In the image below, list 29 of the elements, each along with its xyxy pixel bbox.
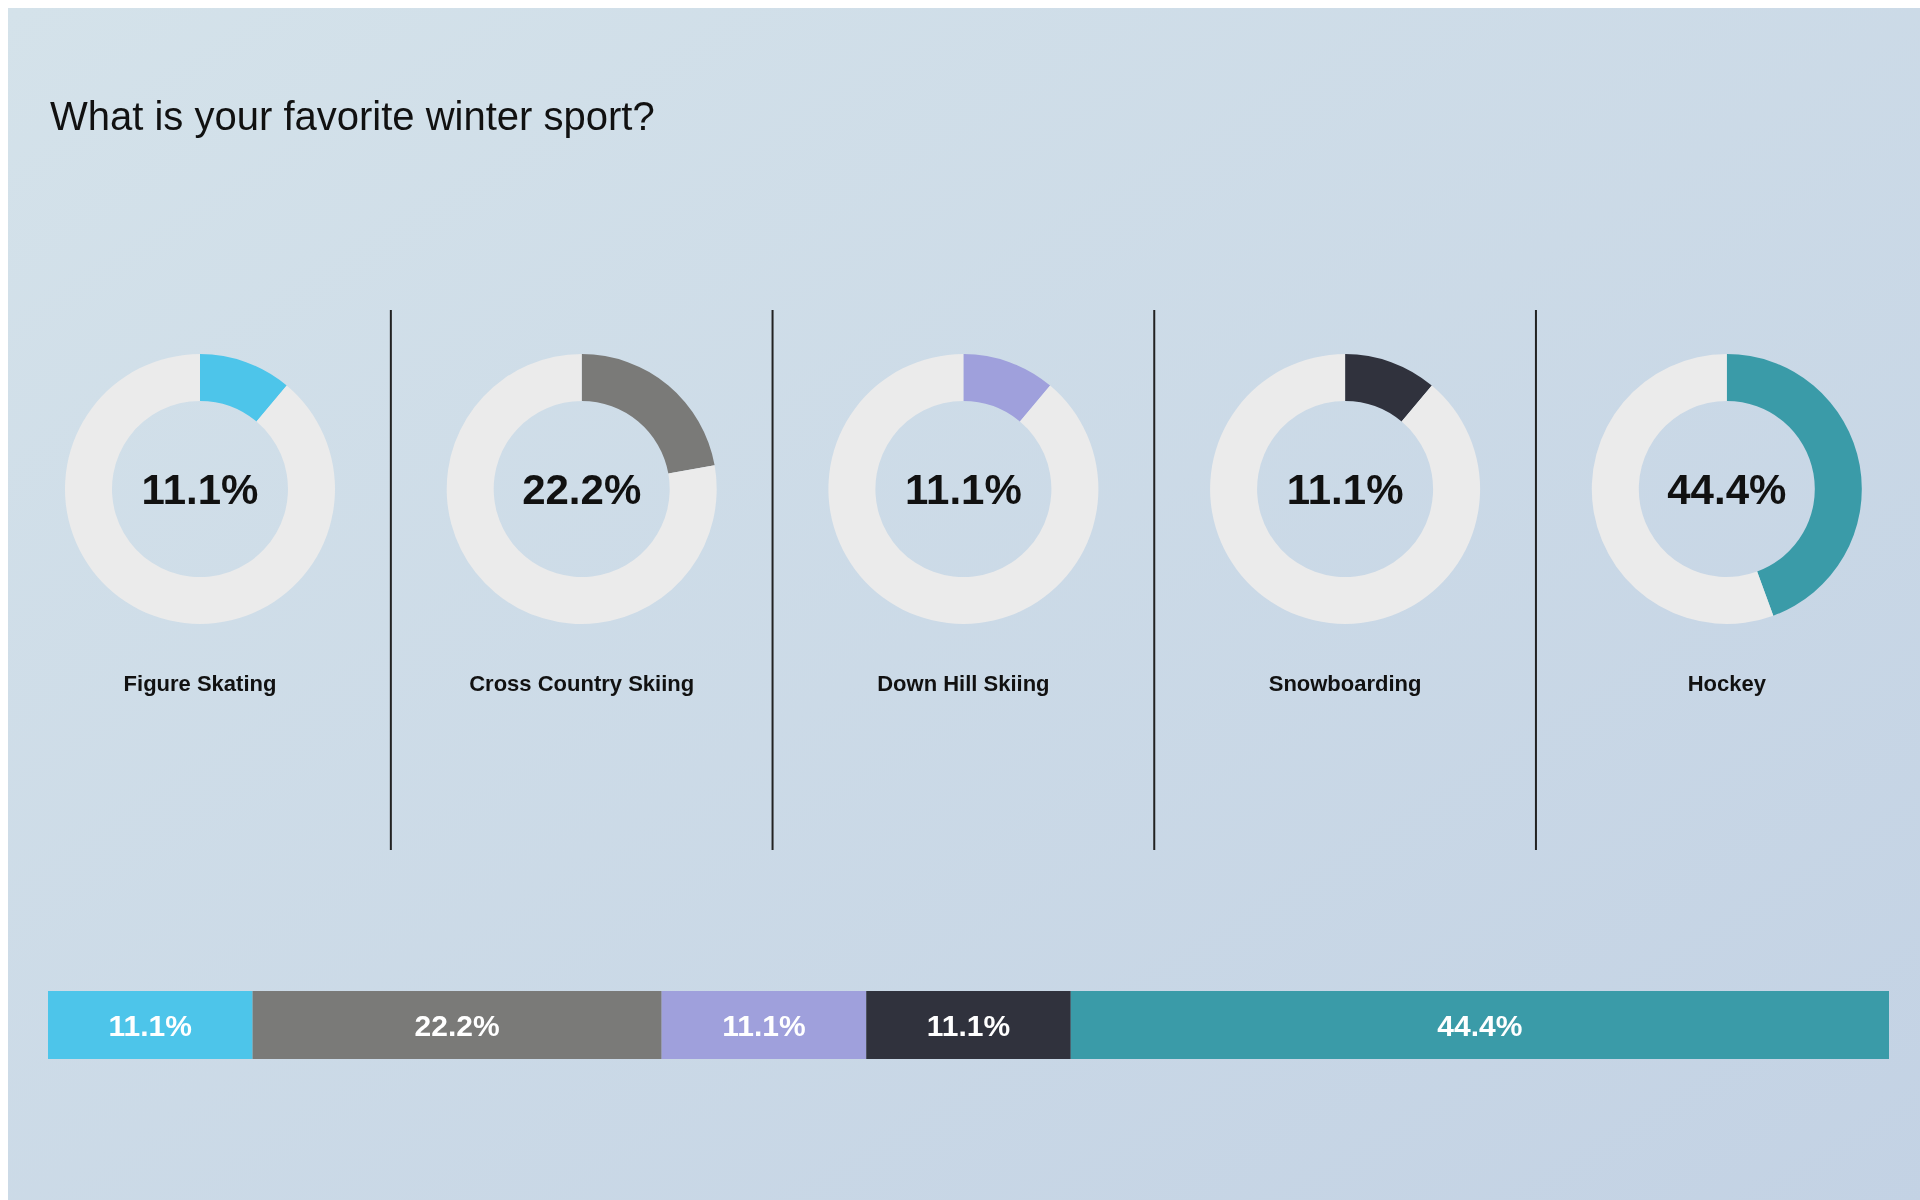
text: 22.2%	[522, 466, 642, 513]
data-label: 11.1%	[108, 1009, 192, 1042]
donut-slice	[200, 354, 287, 422]
chart-title: What is your favorite winter sport?	[50, 94, 655, 138]
bar	[866, 991, 1071, 1059]
donut-slice	[1345, 354, 1432, 422]
donut-slice	[65, 354, 335, 624]
bar	[252, 991, 662, 1059]
text: 11.1%	[905, 466, 1022, 513]
donut-slice	[963, 354, 1051, 422]
donut-slice	[446, 354, 717, 624]
data-label: 11.1%	[722, 1009, 806, 1042]
text: Cross Country Skiing	[469, 671, 695, 696]
data-label: 11.1%	[926, 1009, 1011, 1042]
donut-slice	[1210, 354, 1481, 624]
bar	[48, 991, 253, 1059]
text: 44.4%	[1667, 466, 1787, 513]
data-label: 44.4%	[1437, 1009, 1523, 1042]
text: Snowboarding	[1268, 671, 1422, 696]
bar	[661, 991, 867, 1059]
donut-slice	[581, 354, 715, 474]
text: Figure Skating	[123, 671, 277, 696]
text: Down Hill Skiing	[877, 671, 1050, 696]
donut-slice	[828, 354, 1099, 624]
bar	[1070, 991, 1889, 1059]
text: 11.1%	[1286, 466, 1404, 513]
text: 11.1%	[141, 466, 259, 513]
text: Hockey	[1687, 671, 1767, 696]
data-label: 22.2%	[414, 1009, 500, 1042]
